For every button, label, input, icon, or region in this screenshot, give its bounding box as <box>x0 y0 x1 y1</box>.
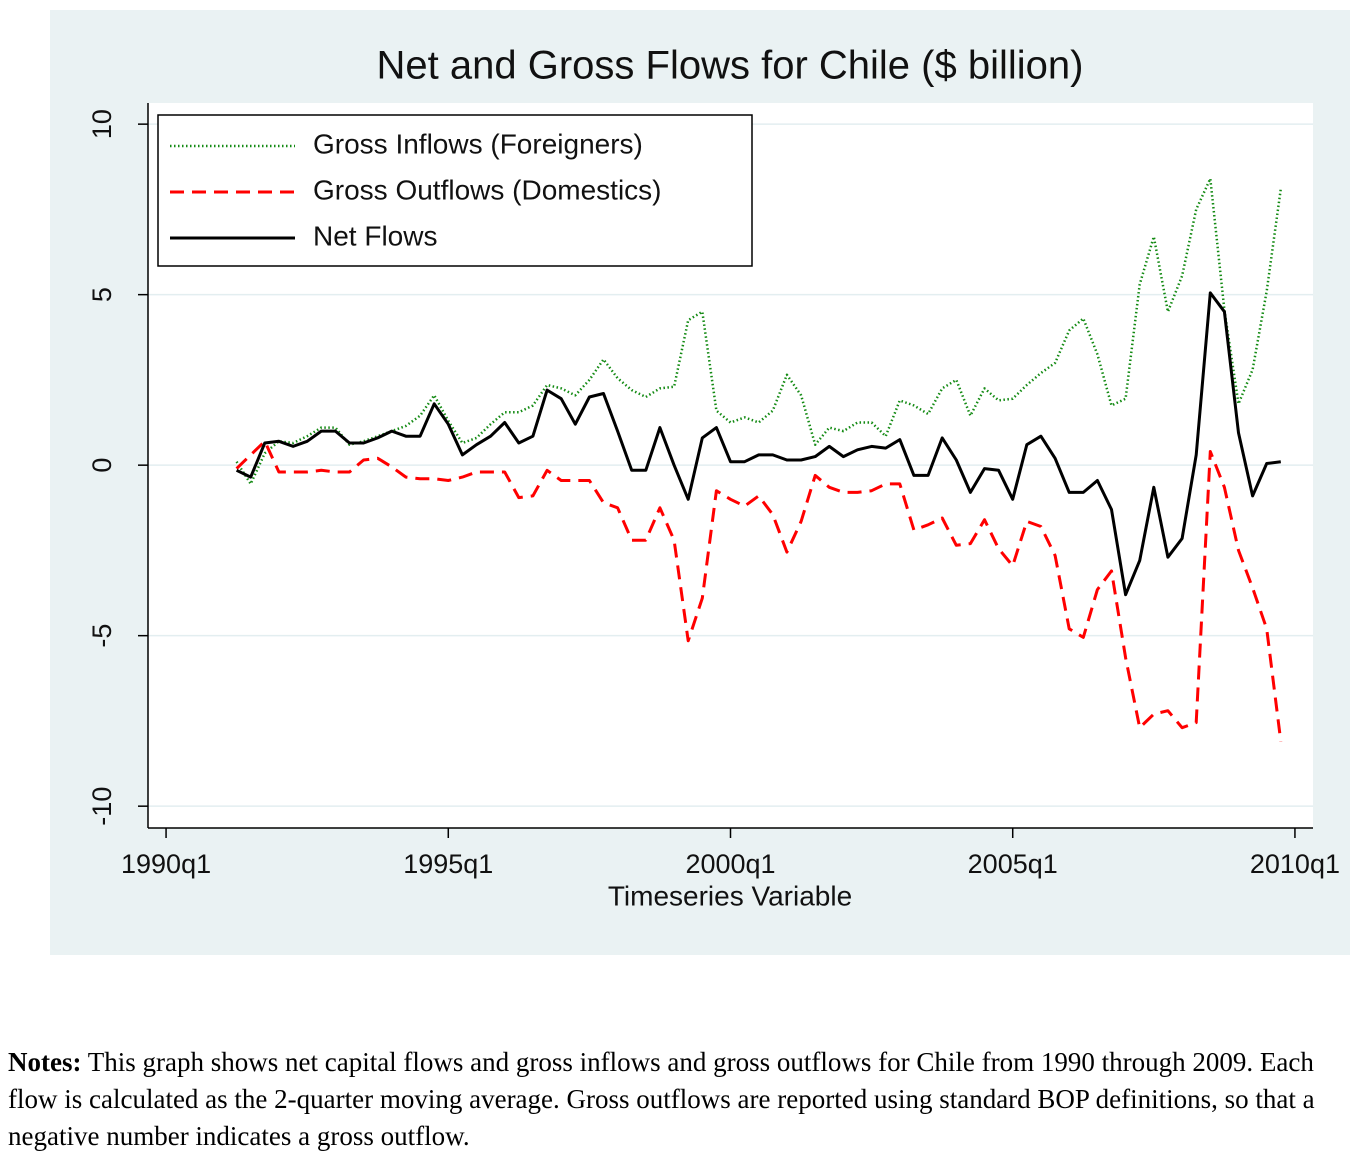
series-line <box>235 439 1283 742</box>
series-line <box>235 291 1281 597</box>
legend-label: Gross Outflows (Domestics) <box>313 174 662 205</box>
notes-text: This graph shows net capital flows and g… <box>8 1047 1315 1151</box>
y-tick-label: 5 <box>87 287 117 302</box>
x-tick-label: 1990q1 <box>121 849 211 879</box>
y-tick-label: -10 <box>87 787 117 826</box>
x-axis-title: Timeseries Variable <box>608 880 852 911</box>
x-tick-label: 2010q1 <box>1250 849 1340 879</box>
y-tick-label: 0 <box>87 458 117 473</box>
x-tick-label: 2000q1 <box>685 849 775 879</box>
x-tick-label: 2005q1 <box>968 849 1058 879</box>
notes: Notes: This graph shows net capital flow… <box>8 1044 1363 1155</box>
legend-label: Net Flows <box>313 220 437 251</box>
legend-box <box>157 114 753 267</box>
y-tick-label: 10 <box>87 109 117 139</box>
chart: Net and Gross Flows for Chile ($ billion… <box>50 10 1350 955</box>
y-tick-label: -5 <box>87 624 117 648</box>
x-tick-label: 1995q1 <box>403 849 493 879</box>
chart-title: Net and Gross Flows for Chile ($ billion… <box>377 44 1084 88</box>
series-line <box>235 177 1283 486</box>
notes-label: Notes: <box>8 1047 82 1077</box>
legend-label: Gross Inflows (Foreigners) <box>313 128 643 159</box>
